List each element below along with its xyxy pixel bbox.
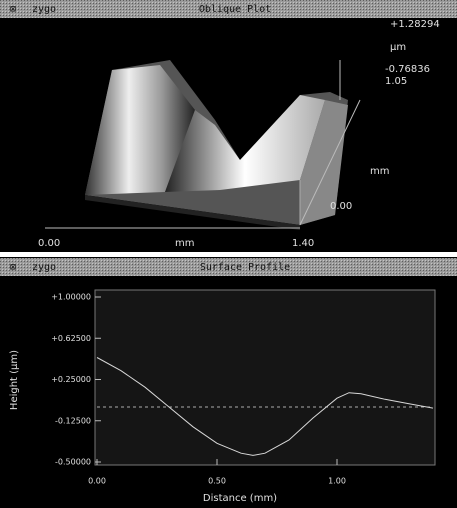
z-max: +1.28294 — [390, 19, 440, 30]
x-min: 0.00 — [38, 238, 60, 249]
z-min: -0.76836 — [385, 64, 430, 75]
y-axis-label: Height (µm) — [9, 350, 20, 410]
panel-title: Oblique Plot — [199, 4, 271, 15]
screen: ⊠ zygo Oblique Plot +1.28294 µm -0.76836… — [0, 0, 457, 508]
y-max: 1.05 — [385, 76, 407, 87]
y-unit: mm — [370, 166, 389, 177]
z-unit: µm — [390, 42, 406, 53]
x-axis-label: Distance (mm) — [203, 493, 277, 504]
close-icon[interactable]: ⊠ — [10, 262, 16, 273]
title-bar: ⊠ zygo Surface Profile — [0, 258, 457, 276]
y-tick-label: -0.50000 — [55, 458, 91, 467]
y-tick-label: -0.12500 — [55, 416, 91, 425]
page: ⊠ zygo Oblique Plot +1.28294 µm -0.76836… — [0, 0, 457, 508]
x-unit: mm — [175, 238, 194, 249]
title-bar: ⊠ zygo Oblique Plot — [0, 0, 457, 18]
brand: zygo — [32, 4, 56, 15]
x-tick-label: 0.00 — [88, 477, 106, 486]
y-min: 0.00 — [330, 201, 352, 212]
y-tick-label: +1.00000 — [51, 293, 91, 302]
plot-area — [95, 290, 435, 465]
brand: zygo — [32, 262, 56, 273]
x-tick-label: 1.00 — [328, 477, 346, 486]
y-tick-label: +0.62500 — [51, 334, 91, 343]
panel-title: Surface Profile — [200, 262, 290, 273]
close-icon[interactable]: ⊠ — [10, 4, 16, 15]
x-tick-label: 0.50 — [208, 477, 226, 486]
separator — [0, 252, 457, 257]
x-max: 1.40 — [292, 238, 314, 249]
surface-3d — [85, 60, 348, 230]
y-tick-label: +0.25000 — [51, 375, 91, 384]
